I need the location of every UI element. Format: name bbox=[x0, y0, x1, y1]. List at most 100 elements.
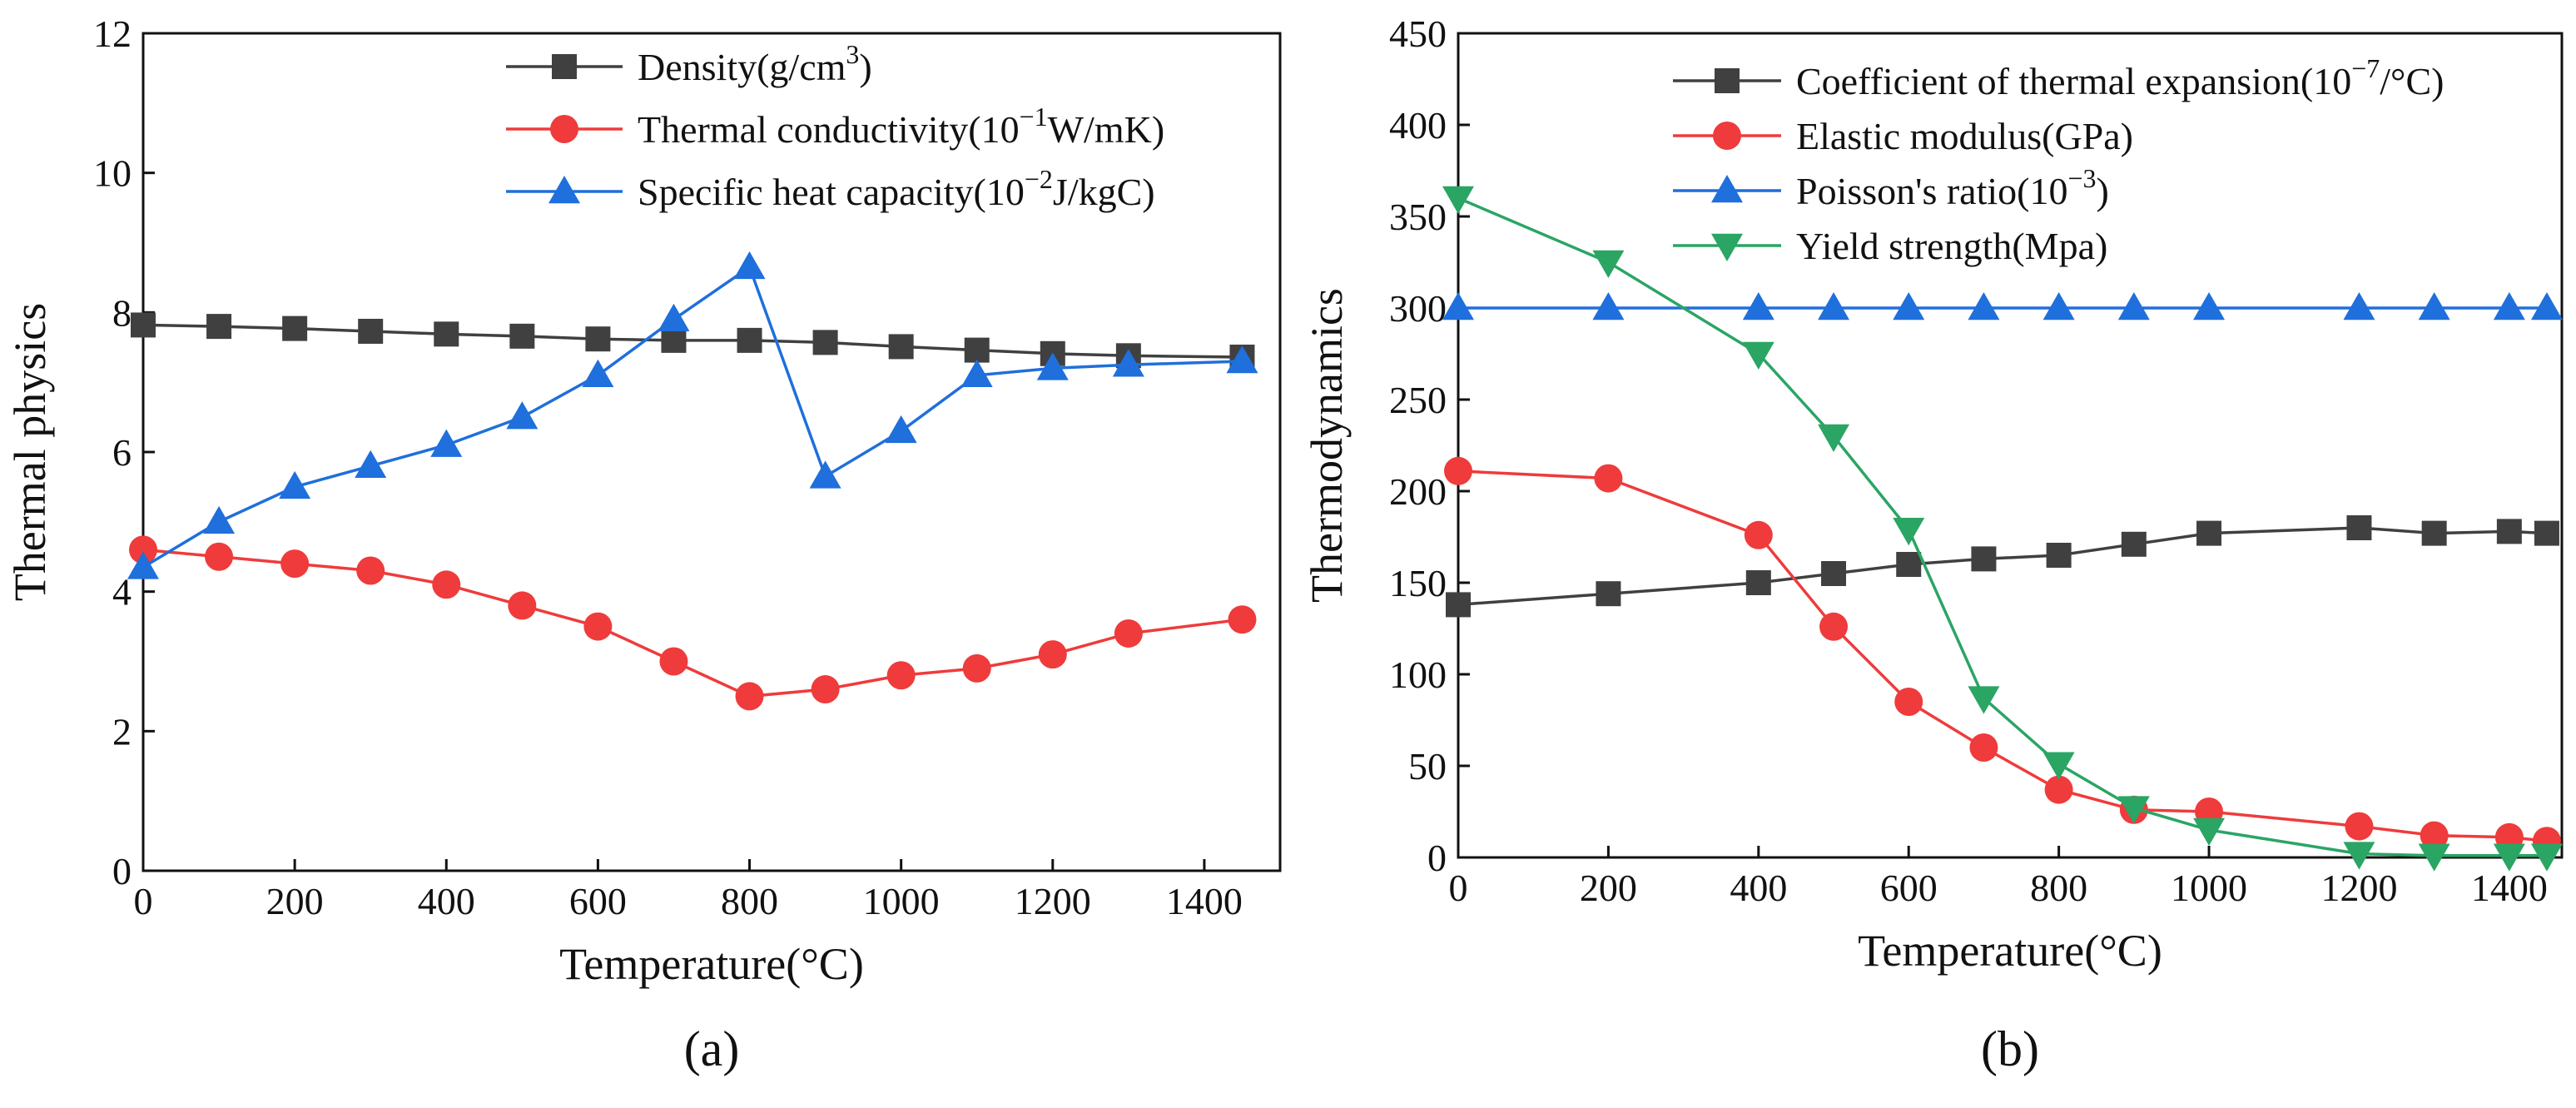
data-point bbox=[1038, 640, 1067, 669]
series-square-0 bbox=[1446, 515, 2559, 618]
data-point bbox=[735, 682, 764, 711]
legend-marker bbox=[548, 176, 580, 204]
legend-text-tail: ) bbox=[2097, 170, 2109, 212]
legend-label: Poisson's ratio(10−3) bbox=[1796, 163, 2109, 212]
data-point bbox=[2530, 292, 2563, 320]
data-point bbox=[962, 653, 991, 683]
series-line bbox=[1457, 470, 2548, 842]
y-tick-label: 6 bbox=[112, 431, 132, 474]
data-point bbox=[509, 323, 535, 349]
legend-label: Specific heat capacity(10−2J/kgC) bbox=[638, 164, 1155, 213]
data-point bbox=[131, 312, 156, 338]
data-point bbox=[508, 591, 537, 620]
data-point bbox=[2046, 543, 2072, 568]
legend-marker bbox=[550, 115, 578, 143]
x-tick-label: 400 bbox=[418, 880, 475, 922]
legend-superscript: 3 bbox=[846, 39, 859, 69]
legend-item: Density(g/cm3) bbox=[506, 39, 872, 88]
data-point bbox=[1969, 733, 1998, 762]
y-tick-label: 8 bbox=[112, 291, 132, 334]
data-point bbox=[430, 429, 463, 457]
data-point bbox=[1819, 612, 1849, 641]
legend-marker bbox=[1713, 122, 1741, 150]
data-point bbox=[811, 675, 840, 704]
data-point bbox=[127, 551, 159, 579]
panel-label: (b) bbox=[1981, 1021, 2039, 1076]
legend-superscript: −7 bbox=[2351, 53, 2380, 83]
y-tick-label: 250 bbox=[1389, 379, 1447, 421]
x-tick-label: 0 bbox=[1449, 867, 1468, 909]
legend-text: Elastic modulus(GPa) bbox=[1796, 115, 2133, 157]
data-point bbox=[1742, 341, 1774, 370]
x-tick-label: 1400 bbox=[1166, 880, 1243, 922]
data-point bbox=[737, 327, 762, 353]
data-point bbox=[661, 327, 687, 353]
y-tick-label: 150 bbox=[1389, 562, 1447, 604]
series-circle-1 bbox=[129, 535, 1257, 711]
data-point bbox=[2121, 531, 2147, 557]
data-point bbox=[1592, 292, 1625, 320]
legend-item: Thermal conductivity(10−1W/mK) bbox=[506, 102, 1164, 151]
legend-text: Coefficient of thermal expansion(10 bbox=[1796, 60, 2351, 102]
data-point bbox=[206, 314, 232, 340]
data-point bbox=[1744, 520, 1773, 549]
y-tick-label: 0 bbox=[112, 850, 132, 892]
data-point bbox=[203, 505, 236, 534]
series-line bbox=[142, 265, 1243, 569]
y-tick-label: 200 bbox=[1389, 470, 1447, 513]
data-point bbox=[2420, 821, 2449, 850]
legend-superscript: −2 bbox=[1025, 164, 1053, 194]
data-point bbox=[358, 318, 384, 344]
data-point bbox=[2534, 520, 2559, 546]
data-point bbox=[733, 251, 766, 280]
y-tick-label: 450 bbox=[1389, 12, 1447, 55]
x-tick-label: 1000 bbox=[2171, 867, 2247, 909]
data-point bbox=[2117, 796, 2150, 824]
x-tick-label: 1200 bbox=[1015, 880, 1091, 922]
series-circle-1 bbox=[1444, 456, 2561, 856]
data-point bbox=[1968, 292, 2000, 320]
data-point bbox=[885, 415, 917, 444]
data-point bbox=[964, 337, 990, 363]
data-point bbox=[582, 359, 614, 388]
legend-text: Density(g/cm bbox=[638, 46, 846, 88]
series-line bbox=[1457, 526, 2548, 607]
legend-label: Coefficient of thermal expansion(10−7/°C… bbox=[1796, 53, 2444, 102]
chart-panel-b: 0 200 400 600 800 1000 1200 1400 0 50 100 150 200 250… bbox=[1302, 12, 2564, 1076]
data-point bbox=[1818, 292, 1850, 320]
plot-frame bbox=[1457, 32, 2564, 859]
y-tick-label: 350 bbox=[1389, 196, 1447, 238]
series-triangle-up-2 bbox=[1442, 292, 2563, 320]
legend-text: Thermal conductivity(10 bbox=[638, 108, 1020, 151]
data-point bbox=[888, 334, 914, 360]
data-point bbox=[2346, 515, 2372, 540]
y-axis-label: Thermal physics bbox=[5, 303, 55, 601]
x-tick-label: 200 bbox=[266, 880, 324, 922]
series-line bbox=[142, 323, 1243, 359]
data-point bbox=[129, 535, 157, 564]
data-point bbox=[2117, 292, 2150, 320]
data-point bbox=[1228, 605, 1257, 634]
y-tick-label: 2 bbox=[112, 710, 132, 753]
data-point bbox=[205, 542, 234, 571]
series-triangle-up-2 bbox=[127, 251, 1258, 579]
legend-text-tail: J/kgC) bbox=[1053, 171, 1155, 213]
data-point bbox=[432, 570, 461, 599]
data-point bbox=[583, 612, 613, 641]
data-point bbox=[809, 460, 841, 489]
y-tick-label: 0 bbox=[1427, 837, 1447, 879]
y-tick-label: 4 bbox=[112, 571, 132, 614]
legend-label: Density(g/cm3) bbox=[638, 39, 872, 88]
data-point bbox=[2345, 812, 2374, 841]
data-point bbox=[1114, 619, 1143, 648]
legend-item: Elastic modulus(GPa) bbox=[1673, 115, 2133, 157]
data-point bbox=[886, 661, 916, 690]
data-point bbox=[2421, 520, 2447, 546]
chart-panel-a: 0 200 400 600 800 1000 1200 1400 0 2 4 6 8 10 12 Temper… bbox=[5, 12, 1282, 1076]
data-point bbox=[960, 359, 993, 388]
legend-text: Yield strength(Mpa) bbox=[1796, 225, 2107, 267]
data-point bbox=[1112, 349, 1144, 377]
data-point bbox=[1818, 424, 1850, 452]
data-point bbox=[1971, 546, 1997, 572]
